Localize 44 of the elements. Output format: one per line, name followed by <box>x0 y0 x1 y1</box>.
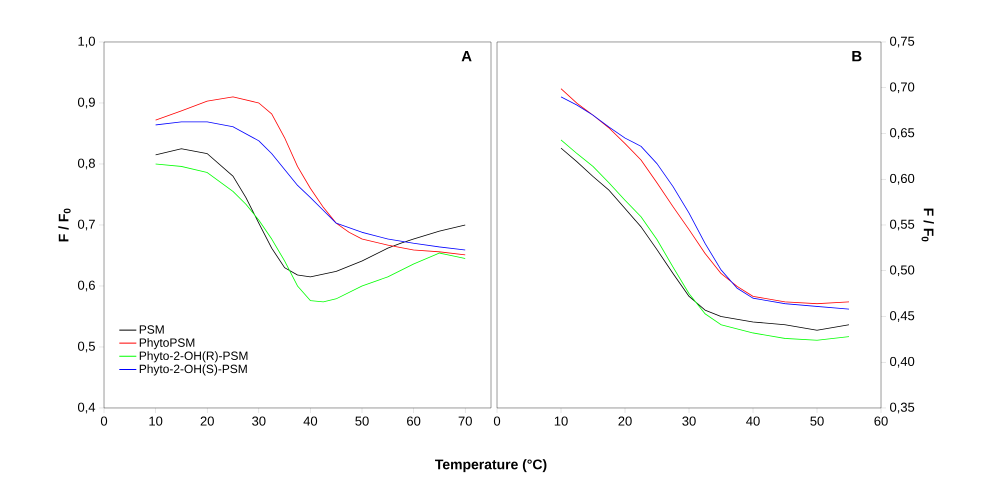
annotation: B <box>852 50 862 62</box>
y2-tick-label: 0,35 <box>890 402 914 414</box>
x-tick-label: 60 <box>407 416 420 426</box>
y-tick-label: 1,0 <box>78 36 95 48</box>
x-axis-title: Temperature (°C) <box>435 459 546 472</box>
y-tick-label: 0,5 <box>78 342 95 352</box>
legend-label: Phyto-2-OH(S)-PSM <box>140 364 247 376</box>
y-tick-label: 0,4 <box>78 402 96 414</box>
x-tick-label: 40 <box>746 416 760 426</box>
y2-tick-label: 0,55 <box>890 220 914 230</box>
y-tick-label: 0,8 <box>78 158 95 170</box>
line-series <box>155 148 466 278</box>
x-tick-label: 0 <box>100 416 108 426</box>
x-tick-label: 20 <box>618 416 632 426</box>
x-tick-label: 0 <box>494 416 500 426</box>
x-tick-label: 10 <box>554 416 568 426</box>
y-tick-label: 0,9 <box>78 98 95 108</box>
x-tick-label: 20 <box>200 416 214 426</box>
legend-label: PhytoPSM <box>140 338 194 350</box>
legend-label: Phyto-2-OH(R)-PSM <box>140 351 248 362</box>
x-tick-label: 50 <box>355 416 369 426</box>
y2-tick-label: 0,65 <box>890 128 914 139</box>
x-tick-label: 70 <box>458 416 472 426</box>
y-tick-label: 0,7 <box>78 220 95 230</box>
y-tick-label: 0,6 <box>78 280 95 292</box>
x-tick-label: 50 <box>810 416 824 426</box>
line-series <box>155 122 466 250</box>
line-series <box>155 164 466 302</box>
y-axis-title: F / F$_{0}$ <box>58 208 71 242</box>
y2-tick-label: 0,45 <box>890 311 914 322</box>
y2-tick-label: 0,40 <box>890 356 914 368</box>
y2-tick-label: 0,50 <box>890 265 914 276</box>
x-tick-label: 60 <box>874 416 888 426</box>
x-tick-label: 30 <box>252 416 266 426</box>
y2-tick-label: 0,75 <box>890 36 914 48</box>
x-tick-label: 30 <box>682 416 696 426</box>
y2-axis-title: F / F$_{0}$ <box>922 208 934 242</box>
legend-label: PSM <box>140 325 164 334</box>
x-tick-label: 10 <box>149 416 162 426</box>
y2-tick-label: 0,60 <box>890 174 914 185</box>
y2-tick-label: 0,70 <box>890 82 914 94</box>
annotation: A <box>462 51 472 62</box>
x-tick-label: 40 <box>304 416 318 426</box>
line-series <box>155 96 466 256</box>
